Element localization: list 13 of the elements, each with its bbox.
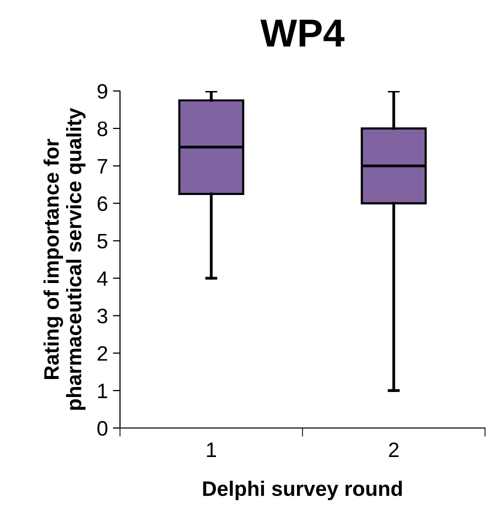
x-axis-title: Delphi survey round	[203, 480, 402, 500]
y-axis-title: Rating of importance for pharmaceutical service quality	[44, 108, 86, 410]
chart-title: WP4	[260, 20, 344, 47]
y-tick-label: 0	[97, 421, 108, 436]
y-tick-label: 8	[98, 121, 108, 136]
y-tick-label: 2	[98, 346, 108, 361]
y-tick-label: 5	[97, 234, 108, 249]
y-tick-label: 4	[97, 271, 108, 286]
y-tick-label: 1	[98, 384, 108, 398]
y-tick-label: 6	[98, 196, 108, 212]
y-tick-label: 3	[97, 308, 108, 324]
y-tick-label: 7	[98, 159, 108, 174]
y-tick-label: 9	[98, 84, 108, 99]
